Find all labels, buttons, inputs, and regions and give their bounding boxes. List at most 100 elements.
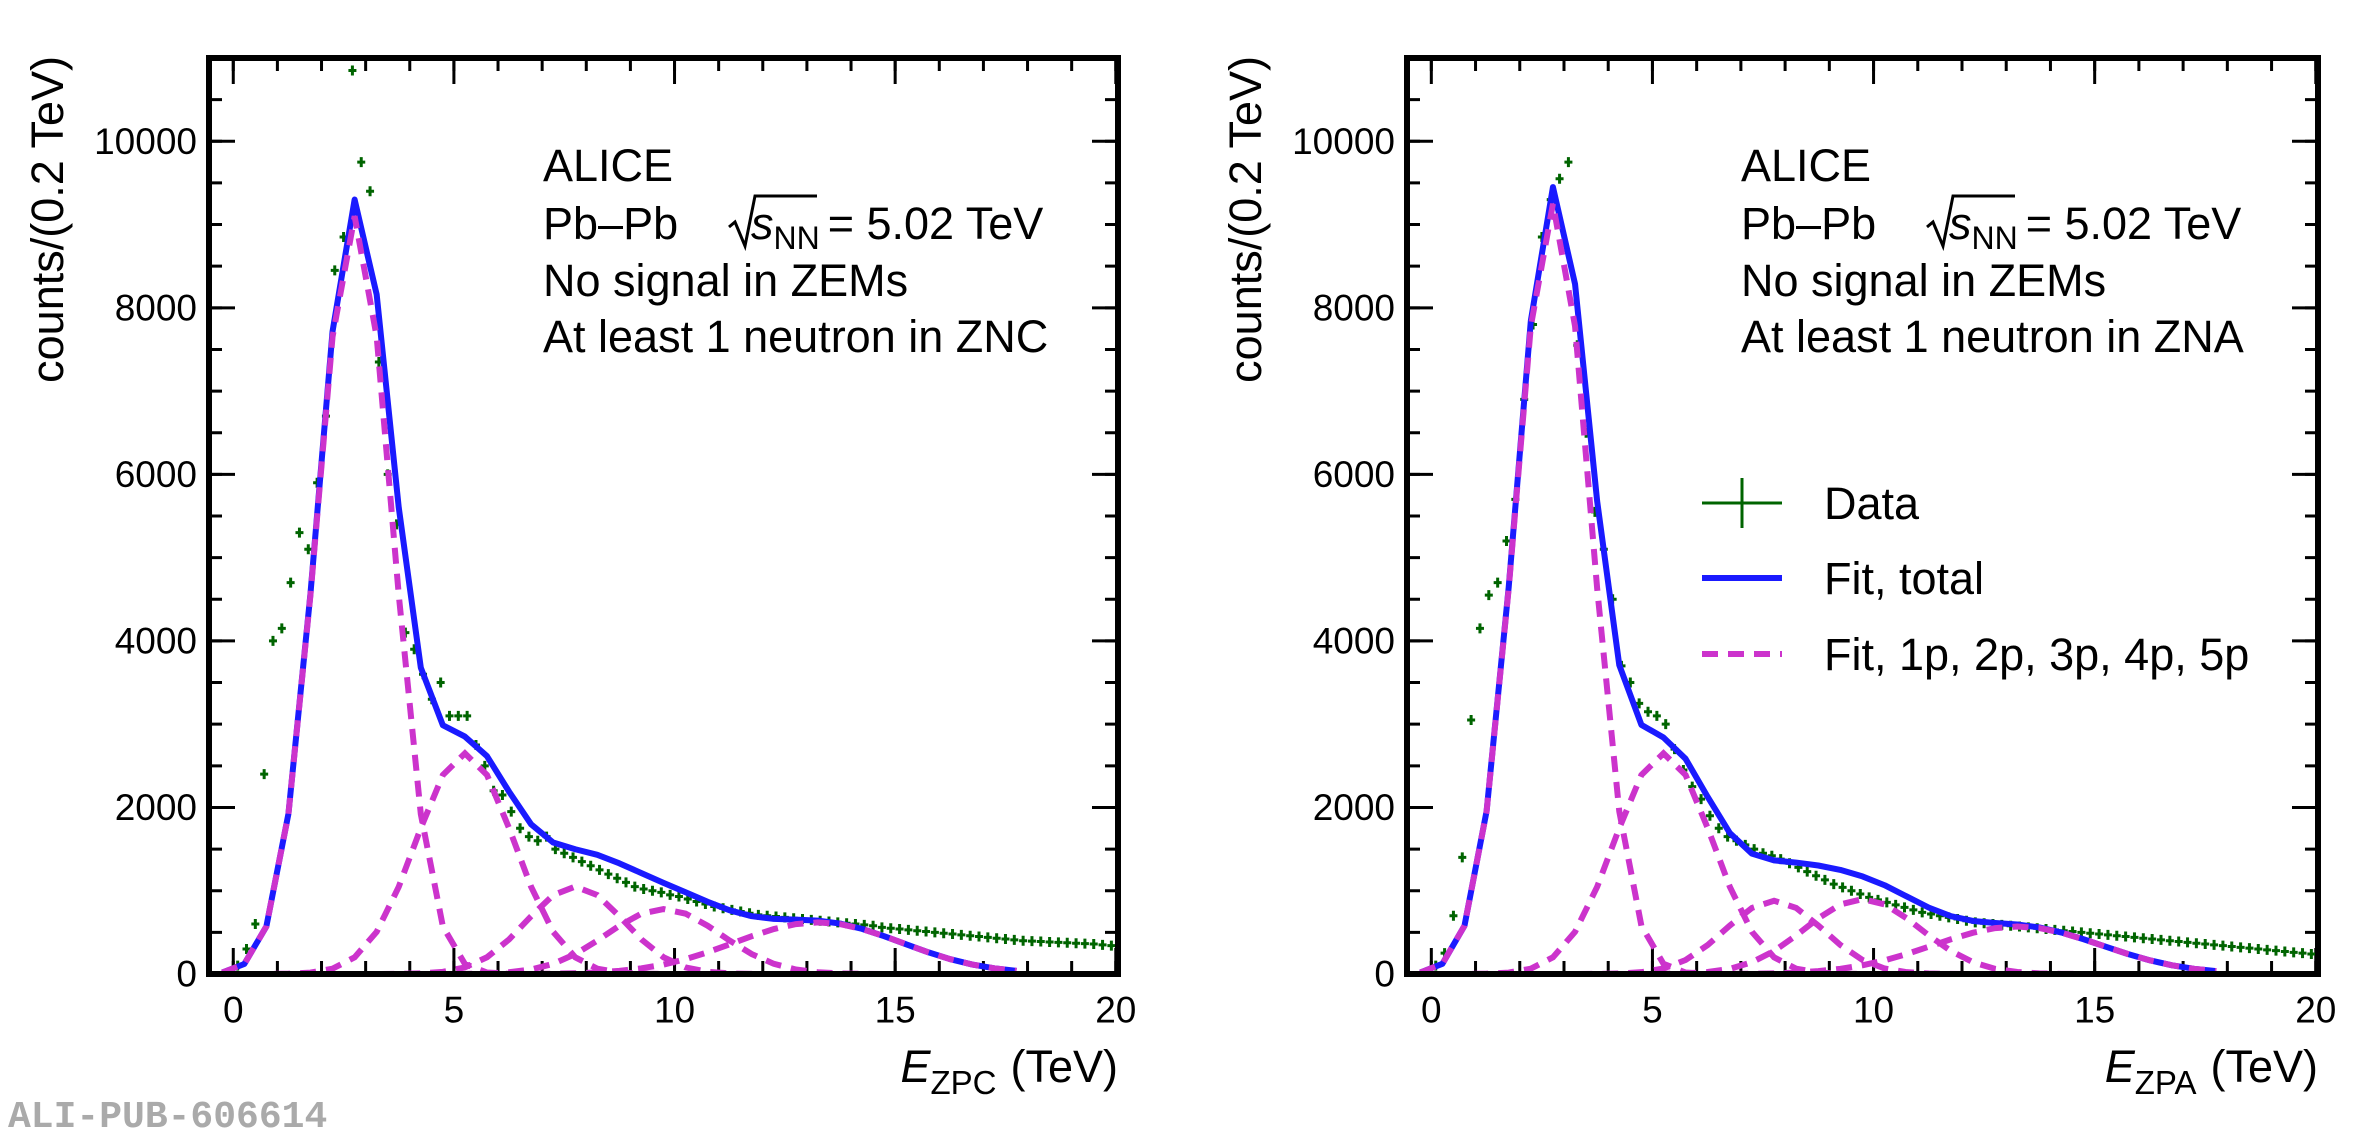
data-point: [1714, 823, 1723, 834]
y-axis-label: counts/(0.2 TeV): [1220, 56, 1271, 383]
data-point: [2298, 948, 2307, 959]
data-point: [957, 929, 966, 940]
x-axis-label: EZPA (TeV): [2105, 1041, 2318, 1101]
data-point: [1054, 937, 1063, 948]
data-point: [348, 65, 357, 76]
data-point: [260, 769, 269, 780]
data-point: [1803, 866, 1812, 877]
data-point: [2254, 944, 2263, 955]
data-point: [2095, 929, 2104, 940]
data-point: [2210, 939, 2219, 950]
y-tick-label: 8000: [115, 287, 197, 328]
data-point: [1829, 879, 1838, 890]
data-point: [1502, 535, 1511, 546]
data-point: [2183, 937, 2192, 948]
x-label-sub: ZPC: [930, 1064, 996, 1101]
footer: ALI-PUB-606614: [8, 1096, 327, 1137]
data-point: [330, 265, 339, 276]
sqrt-symbol: s: [1949, 198, 1972, 249]
annotation: No signal in ZEMs: [543, 255, 908, 306]
data-point: [1080, 938, 1089, 949]
x-label-symbol: E: [2105, 1041, 2136, 1092]
sqrt-radical: [1926, 194, 2015, 252]
data-point: [1705, 810, 1714, 821]
data-point: [922, 926, 931, 937]
data-point: [577, 856, 586, 867]
annotation-rest: = 5.02 TeV: [2026, 198, 2242, 249]
x-tick-label: 15: [2074, 990, 2115, 1031]
data-point: [2148, 934, 2157, 945]
data-point: [1001, 934, 1010, 945]
fit-total: [221, 196, 1017, 976]
x-tick-label: 15: [875, 990, 916, 1031]
data-point: [2121, 931, 2130, 942]
data-point: [2192, 938, 2201, 949]
data-point: [366, 186, 375, 197]
data-point: [1027, 936, 1036, 947]
fit-component: [1420, 895, 2217, 977]
data-point: [295, 527, 304, 538]
data-point: [436, 677, 445, 688]
data-point: [1036, 936, 1045, 947]
data-point: [268, 635, 277, 646]
data-point: [1467, 715, 1476, 726]
data-point: [1010, 934, 1019, 945]
x-tick-label: 20: [2295, 990, 2336, 1031]
x-tick-label: 5: [444, 990, 465, 1031]
data-point: [2236, 942, 2245, 953]
x-axis-label: EZPC (TeV): [900, 1041, 1118, 1101]
data-point: [666, 889, 675, 900]
data-point: [604, 869, 613, 880]
x-label-symbol: E: [900, 1041, 931, 1092]
data-point: [1063, 937, 1072, 948]
data-point: [463, 710, 472, 721]
data-point: [1493, 577, 1502, 588]
data-point: [1072, 938, 1081, 949]
legend-marker: [1702, 478, 1782, 528]
x-tick-label: 5: [1642, 990, 1663, 1031]
data-point: [2086, 928, 2095, 939]
x-tick-label: 0: [223, 990, 244, 1031]
annotation-text: Pb–Pb: [543, 198, 678, 249]
fit-total: [1419, 184, 2217, 976]
annotation: At least 1 neutron in ZNA: [1741, 311, 2244, 362]
legend-label: Fit, total: [1824, 553, 1984, 604]
x-label-unit: (TeV): [2210, 1041, 2318, 1092]
data-point: [357, 157, 366, 168]
plot-frame: [206, 55, 1121, 977]
data-point: [2289, 947, 2298, 958]
data-point: [613, 873, 622, 884]
data-point: [1045, 936, 1054, 947]
data-point: [1838, 882, 1847, 893]
data-point: [507, 806, 516, 817]
annotation-text: Pb–Pb: [1741, 198, 1876, 249]
annotation: Pb–Pb sNN = 5.02 TeV: [1741, 198, 2241, 256]
data-point: [913, 925, 922, 936]
data-point: [895, 924, 904, 935]
x-tick-label: 0: [1421, 990, 1442, 1031]
y-tick-label: 4000: [1313, 620, 1395, 661]
data-point: [2218, 940, 2227, 951]
data-point: [1918, 907, 1927, 918]
legend-label: Data: [1824, 478, 1920, 529]
data-point: [939, 928, 948, 939]
data-point: [648, 885, 657, 896]
data-point: [1484, 590, 1493, 601]
data-point: [1661, 719, 1670, 730]
data-point: [304, 544, 313, 555]
annotation: ALICE: [543, 140, 673, 191]
data-point: [2245, 943, 2254, 954]
data-point: [2201, 939, 2210, 950]
data-point: [2280, 946, 2289, 957]
data-point: [1820, 874, 1829, 885]
data-point: [524, 831, 533, 842]
data-point: [869, 920, 878, 931]
data-point: [1107, 940, 1116, 951]
data-point: [639, 884, 648, 895]
data-point: [286, 577, 295, 588]
y-tick-label: 10000: [94, 121, 197, 162]
data-point: [2103, 929, 2112, 940]
data-point: [277, 623, 286, 634]
data-point: [983, 932, 992, 943]
